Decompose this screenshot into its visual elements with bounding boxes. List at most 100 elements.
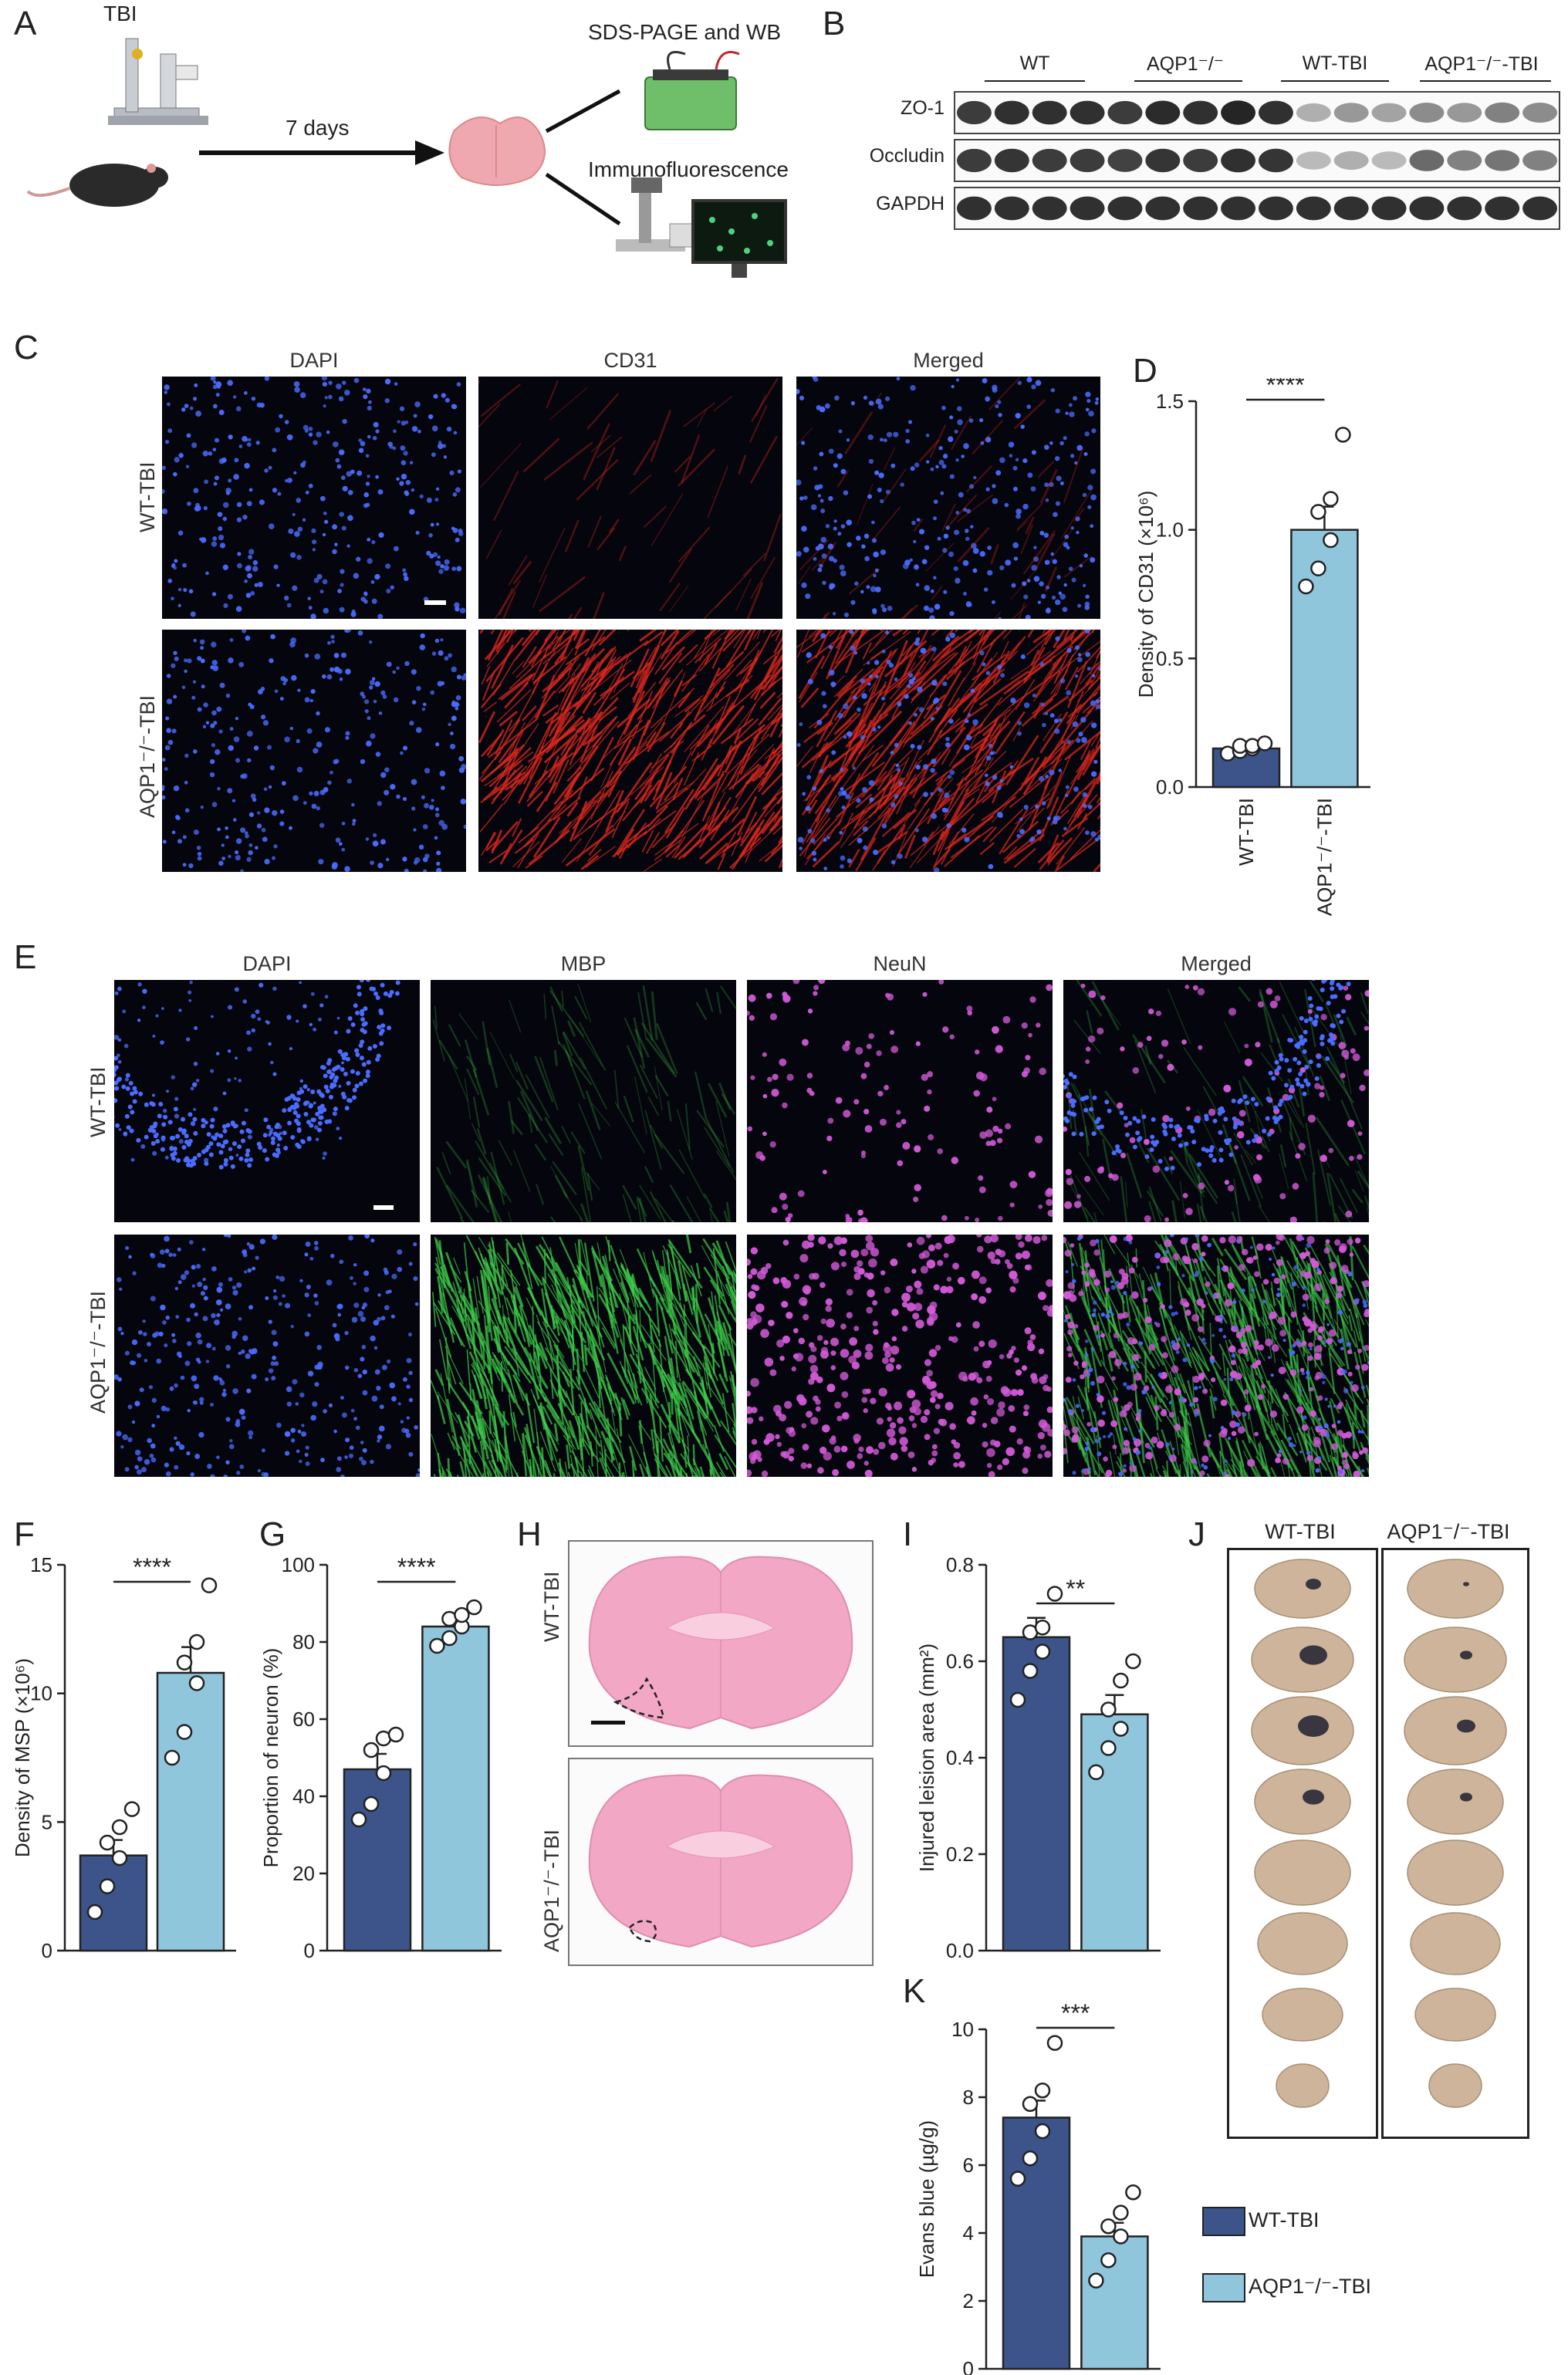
blot-band <box>1032 196 1067 221</box>
x-tick-label: AQP1⁻/⁻-TBI <box>1313 798 1336 916</box>
data-point <box>1310 504 1326 520</box>
blot-band <box>1221 148 1256 173</box>
timeline-label: 7 days <box>286 116 350 140</box>
blot-band <box>1522 150 1558 171</box>
significance-label: **** <box>1266 378 1305 399</box>
data-point <box>1113 2204 1129 2221</box>
blot-band <box>1107 149 1143 172</box>
y-tick-label: 8 <box>963 2086 974 2109</box>
legend-label-wt-tbi: WT-TBI <box>1249 2208 1320 2231</box>
data-point <box>1034 1620 1051 1636</box>
scale-bar <box>591 1721 625 1725</box>
blot-band <box>1333 150 1369 171</box>
panel-i-letter: I <box>903 1515 913 1553</box>
e-col-mbp: MBP <box>560 952 607 975</box>
bar <box>343 1768 412 1952</box>
blot-band <box>1107 100 1143 125</box>
blot-band <box>1032 100 1067 125</box>
blot-band <box>1522 103 1558 123</box>
blot-band <box>1258 100 1293 125</box>
panel-j-letter: J <box>1188 1515 1205 1553</box>
blot-row-gapdh: GAPDH <box>876 193 945 215</box>
brain-slice <box>1410 1912 1501 1975</box>
y-tick-label: 80 <box>292 1630 315 1654</box>
blot-row-zo1: ZO-1 <box>901 97 945 119</box>
e-col-dapi: DAPI <box>242 952 292 975</box>
electrophoresis-icon <box>644 51 740 130</box>
blot-band <box>1145 148 1181 173</box>
e-wt-neun-image <box>747 980 1053 1222</box>
data-point <box>375 1765 392 1782</box>
legend-label-aqp1-tbi: AQP1⁻/⁻-TBI <box>1249 2275 1372 2298</box>
blot-band <box>1409 103 1445 123</box>
lesion-outline <box>628 1920 657 1943</box>
panel-c-letter: C <box>14 329 39 367</box>
e-col-neun: NeuN <box>873 952 927 975</box>
e-wt-mbp-image <box>431 980 736 1222</box>
y-tick-label: 0.6 <box>946 1650 974 1673</box>
blot-band <box>1107 196 1143 221</box>
data-point <box>1256 735 1273 752</box>
e-row-wt-tbi: WT-TBI <box>86 1066 110 1137</box>
blot-band <box>1070 196 1105 221</box>
evans-blue-stain <box>1460 1650 1472 1660</box>
data-point <box>86 1904 103 1921</box>
data-point <box>111 1850 128 1867</box>
data-point <box>1100 1701 1117 1718</box>
y-tick-label: 60 <box>292 1708 315 1731</box>
blot-band <box>1522 196 1558 221</box>
monitor-icon <box>691 199 787 278</box>
data-point <box>188 1675 205 1691</box>
data-point <box>1009 1691 1026 1708</box>
blot-band <box>1447 150 1482 171</box>
brain-slice <box>1404 1627 1507 1693</box>
y-tick-label: 10 <box>951 2018 974 2041</box>
h-aqp1-he-section <box>568 1758 874 1966</box>
j-wt-tbi-slices <box>1227 1548 1378 2139</box>
bar <box>156 1671 225 1952</box>
h-wt-he-section <box>568 1540 874 1747</box>
data-point <box>1310 560 1326 576</box>
data-point <box>1046 1586 1063 1602</box>
blot-band <box>1485 102 1520 123</box>
j-col-aqp1-tbi: AQP1⁻/⁻-TBI <box>1387 1520 1510 1543</box>
y-tick-label: 0.5 <box>1156 647 1184 670</box>
evans-blue-stain <box>1460 1792 1472 1802</box>
data-point <box>1009 2171 1026 2187</box>
blot-band <box>1333 103 1369 123</box>
blot-group-aqp1: AQP1⁻/⁻ <box>1146 53 1225 75</box>
brain-slice <box>1407 1840 1504 1906</box>
panel-a-letter: A <box>14 5 37 42</box>
data-point <box>1323 532 1339 549</box>
data-point <box>1088 2272 1104 2289</box>
y-axis-label: Density of CD31 (×10⁶) <box>1134 491 1157 698</box>
data-point <box>123 1801 140 1817</box>
blot-band <box>956 196 992 221</box>
y-tick-label: 0.2 <box>946 1843 974 1866</box>
blot-band <box>1070 148 1105 173</box>
x-tick-label: WT-TBI <box>1235 798 1258 866</box>
blot-band <box>1145 100 1181 125</box>
blot-band <box>956 148 992 173</box>
panel-k-letter: K <box>903 1972 926 2010</box>
blot-band <box>1485 196 1520 221</box>
data-point <box>1125 2184 1141 2201</box>
e-wt-merged-image <box>1063 980 1369 1222</box>
blot-gapdh <box>954 187 1560 230</box>
panel-f-letter: F <box>14 1515 35 1553</box>
y-axis-label: Evans blue (µg/g) <box>915 2120 938 2278</box>
c-aqp1-cd31-image <box>478 630 782 872</box>
data-point <box>1100 2252 1117 2269</box>
data-point <box>201 1577 218 1593</box>
e-row-aqp1-tbi: AQP1⁻/⁻-TBI <box>86 1290 110 1414</box>
significance-label: **** <box>133 1553 171 1581</box>
y-axis-label: Injured leision area (mm²) <box>915 1644 938 1872</box>
microscope-icon <box>616 177 701 252</box>
data-point <box>99 1834 116 1851</box>
brain-slice <box>1254 1769 1351 1835</box>
blot-group-aqp1-tbi: AQP1⁻/⁻-TBI <box>1424 53 1539 75</box>
y-tick-label: 0.8 <box>946 1553 974 1576</box>
tbi-device-icon <box>108 38 208 125</box>
y-tick-label: 6 <box>963 2154 974 2177</box>
data-point <box>1335 427 1351 443</box>
